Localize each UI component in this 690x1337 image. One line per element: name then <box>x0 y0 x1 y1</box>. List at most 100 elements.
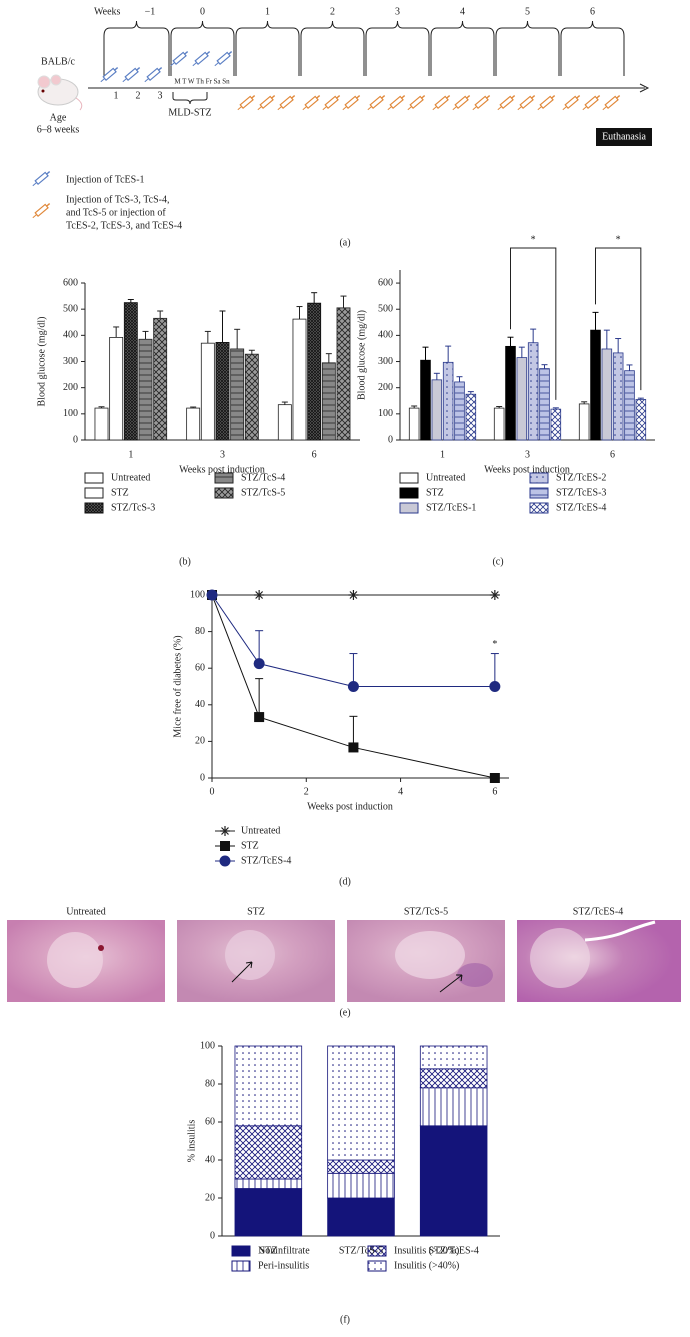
bar-segment <box>327 1159 395 1174</box>
syringe-barrel <box>124 67 139 82</box>
day-labels: M T W Th Fr Sa Sn <box>174 78 230 86</box>
syringe <box>367 95 386 111</box>
y-tick-label: 20 <box>205 1192 215 1203</box>
error-bar <box>281 401 288 405</box>
legend-label: Insulitis (>40%) <box>394 1260 459 1271</box>
syringe <box>122 67 141 83</box>
legend-swatch <box>231 1245 251 1257</box>
error-bar <box>190 406 197 409</box>
histology: Untreated STZ STZ/TcS-5 STZ/TcES-4 (e) <box>7 906 681 1018</box>
syringe-needle <box>214 62 219 67</box>
legend-other: and TcS-5 or injection of <box>66 207 166 218</box>
error-bar <box>581 401 588 404</box>
week-label: 4 <box>460 6 465 17</box>
schematic: Weeks −1 0 1 2 3 4 5 6 BALB/c Age 6–8 weeks 1 2… <box>32 6 652 248</box>
tces1-day: 2 <box>136 90 141 101</box>
y-tick-label: 0 <box>73 434 78 445</box>
error-bar <box>234 328 241 349</box>
significance-label: * <box>616 234 621 245</box>
y-tick-label: 600 <box>378 277 393 288</box>
error-bar <box>311 292 318 304</box>
syringe-needle <box>192 62 197 67</box>
syringe-barrel <box>539 95 554 110</box>
error-bar <box>411 405 418 409</box>
error-bar <box>157 310 164 319</box>
legend-label: STZ/TcES-3 <box>556 487 606 498</box>
error-bar <box>127 298 134 303</box>
x-tick-label: 0 <box>210 786 215 797</box>
legend-label: STZ/TcES-4 <box>556 502 606 513</box>
y-tick-label: 80 <box>205 1078 215 1089</box>
legend-swatch <box>84 472 104 484</box>
marker <box>348 742 359 753</box>
legend-label: STZ <box>111 487 129 498</box>
bar-segment <box>234 1125 303 1180</box>
y-tick-label: 300 <box>378 356 393 367</box>
syringe <box>257 95 276 111</box>
x-axis-label: Weeks post induction <box>307 801 393 812</box>
syringe-plunger <box>206 51 211 55</box>
error-bar <box>113 326 120 338</box>
syringe <box>497 95 516 111</box>
significance-label: * <box>531 234 536 245</box>
week-label: −1 <box>145 6 156 17</box>
error-bar <box>496 406 503 409</box>
islet <box>530 928 590 988</box>
syringe-needle <box>582 106 587 111</box>
bar <box>230 348 245 441</box>
panel-label: (f) <box>340 1314 350 1325</box>
syringe-needle <box>144 78 149 83</box>
x-tick-label: 3 <box>525 449 530 460</box>
y-tick-label: 300 <box>63 356 78 367</box>
syringe-plunger <box>446 95 451 99</box>
bar <box>336 307 351 441</box>
week-brace <box>495 20 560 76</box>
syringe <box>100 67 119 83</box>
error-bar <box>349 715 358 748</box>
bar-segment <box>234 1045 303 1127</box>
legend-label: Peri-insulitis <box>258 1260 309 1271</box>
week-brace <box>560 20 625 76</box>
panel-label: (c) <box>492 556 503 567</box>
bar-segment <box>419 1087 488 1127</box>
x-tick-label: 6 <box>610 449 615 460</box>
syringe-plunger <box>486 95 491 99</box>
bar <box>578 403 590 441</box>
y-tick-label: 60 <box>195 662 205 673</box>
syringe-barrel <box>434 95 449 110</box>
week-brace <box>235 20 300 76</box>
bar <box>539 368 550 441</box>
image-label: STZ/TcES-4 <box>573 906 623 917</box>
legend-label: Insulitis (>20%) <box>394 1245 459 1256</box>
syringe-plunger <box>511 95 516 99</box>
syringe-needle <box>602 106 607 111</box>
legend-swatch <box>399 502 419 514</box>
syringe-needle <box>237 106 242 111</box>
bar <box>454 381 465 441</box>
y-tick-label: 100 <box>63 408 78 419</box>
arrow <box>439 974 463 993</box>
syringe-barrel <box>259 95 274 110</box>
syringe-needle <box>537 106 542 111</box>
error-bar <box>467 391 474 395</box>
significance-bracket <box>510 247 557 400</box>
syringe <box>342 95 361 111</box>
x-axis-label: Weeks post induction <box>484 464 570 475</box>
syringe-needle <box>342 106 347 111</box>
syringe-barrel <box>102 67 117 82</box>
week-brace <box>170 20 235 76</box>
error-bar <box>433 372 440 380</box>
x-tick-label: 6 <box>492 786 497 797</box>
syringe-barrel <box>409 95 424 110</box>
legend-other: Injection of TcS-3, TcS-4, <box>66 194 170 205</box>
panel-label: (a) <box>339 237 350 248</box>
syringe-barrel <box>604 95 619 110</box>
significance-bracket <box>595 247 642 391</box>
bar <box>465 393 477 441</box>
legend-label: STZ/TcES-4 <box>241 855 291 866</box>
bar-segment <box>327 1197 395 1237</box>
syringe <box>517 95 536 111</box>
syringe <box>602 95 621 111</box>
bar <box>493 407 505 441</box>
